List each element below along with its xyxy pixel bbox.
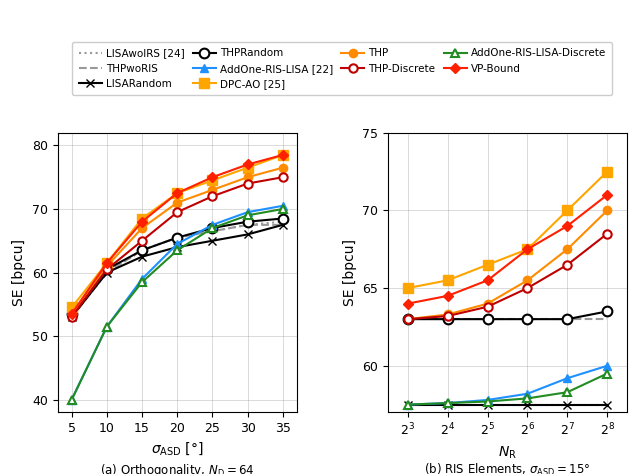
Y-axis label: SE [bpcu]: SE [bpcu] <box>12 239 26 306</box>
Title: (a) Orthogonality, $N_{\mathrm{D}} = 64$: (a) Orthogonality, $N_{\mathrm{D}} = 64$ <box>100 462 255 474</box>
Y-axis label: SE [bpcu]: SE [bpcu] <box>342 239 356 306</box>
Title: (b) RIS Elements, $\sigma_{\mathrm{ASD}} = 15°$: (b) RIS Elements, $\sigma_{\mathrm{ASD}}… <box>424 462 591 474</box>
Legend: LISAwoIRS [24], THPwoRIS, LISARandom, THPRandom, AddOne-RIS-LISA [22], DPC-AO [2: LISAwoIRS [24], THPwoRIS, LISARandom, TH… <box>72 42 612 95</box>
X-axis label: $\sigma_{\mathrm{ASD}}$ [°]: $\sigma_{\mathrm{ASD}}$ [°] <box>151 441 204 457</box>
X-axis label: $N_{\mathrm{R}}$: $N_{\mathrm{R}}$ <box>498 444 517 461</box>
